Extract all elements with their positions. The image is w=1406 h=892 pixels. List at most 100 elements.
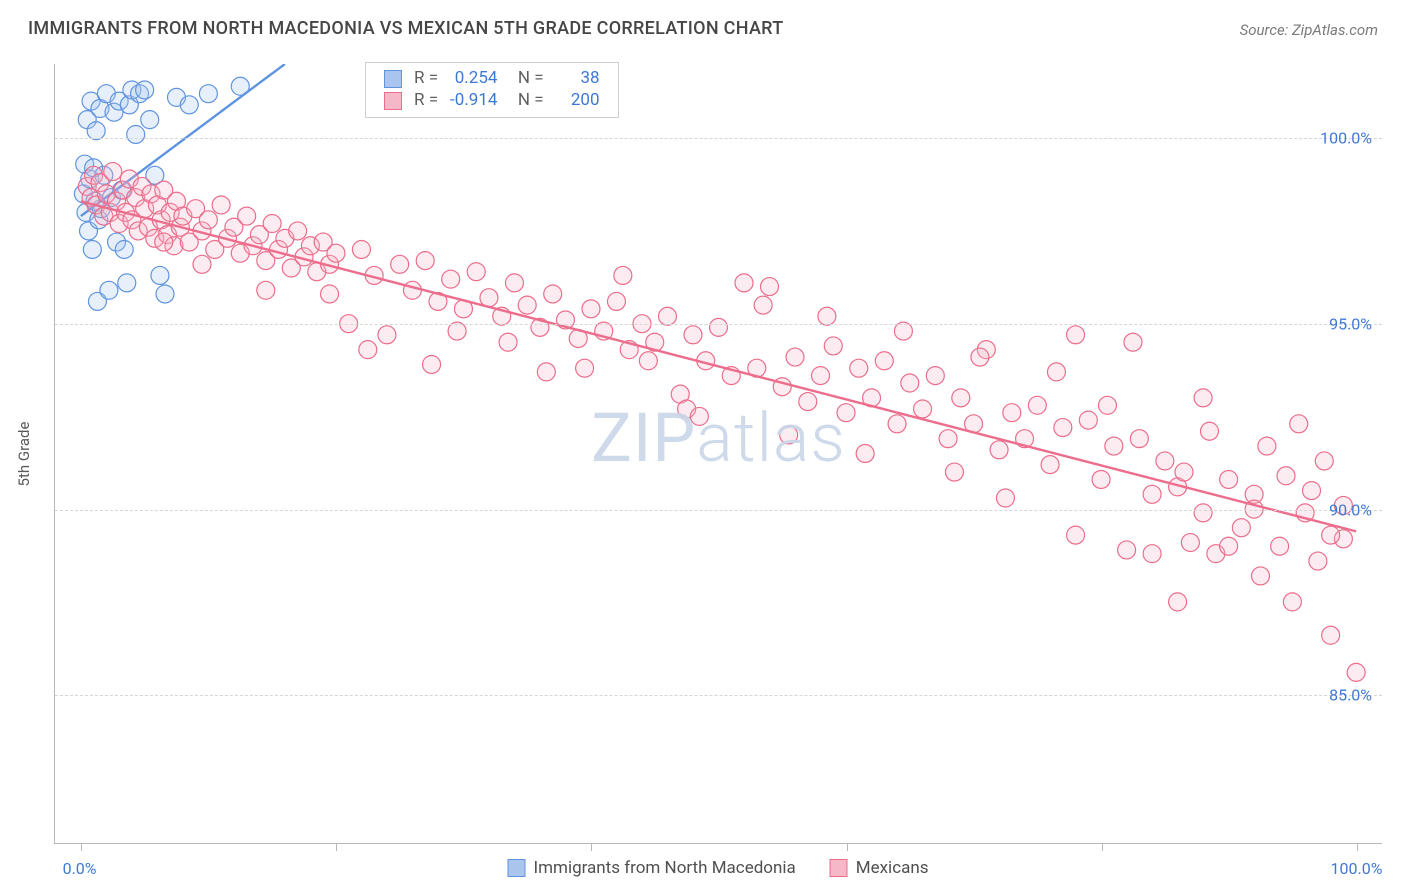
scatter-point <box>238 207 256 225</box>
scatter-point <box>639 352 657 370</box>
y-tick-label: 95.0% <box>1329 315 1372 334</box>
scatter-point <box>1156 452 1174 470</box>
scatter-point <box>180 96 198 114</box>
scatter-point <box>199 211 217 229</box>
scatter-point <box>1047 363 1065 381</box>
scatter-svg <box>55 64 1382 843</box>
scatter-point <box>1169 593 1187 611</box>
x-tick-label: 0.0% <box>63 859 97 878</box>
scatter-point <box>193 255 211 273</box>
scatter-point <box>1175 463 1193 481</box>
scatter-point <box>1252 567 1270 585</box>
scatter-point <box>127 125 145 143</box>
stat-n-value: 38 <box>550 67 606 89</box>
y-tick-label: 100.0% <box>1320 129 1372 148</box>
x-tick <box>591 843 592 851</box>
scatter-point <box>403 281 421 299</box>
gridline-h <box>55 138 1382 139</box>
scatter-point <box>1290 415 1308 433</box>
gridline-h <box>55 510 1382 511</box>
scatter-point <box>990 441 1008 459</box>
legend-item: Immigrants from North Macedonia <box>508 858 796 878</box>
legend-swatch <box>384 92 402 110</box>
scatter-point <box>156 285 174 303</box>
scatter-point <box>321 285 339 303</box>
scatter-point <box>1258 437 1276 455</box>
scatter-point <box>480 289 498 307</box>
scatter-point <box>582 300 600 318</box>
scatter-point <box>1054 419 1072 437</box>
scatter-point <box>996 489 1014 507</box>
scatter-point <box>257 281 275 299</box>
scatter-point <box>1041 456 1059 474</box>
gridline-h <box>55 695 1382 696</box>
scatter-point <box>1220 470 1238 488</box>
scatter-point <box>289 222 307 240</box>
stat-r-value: 0.254 <box>444 67 503 89</box>
scatter-point <box>1130 430 1148 448</box>
scatter-point <box>104 163 122 181</box>
scatter-point <box>212 196 230 214</box>
scatter-point <box>1315 452 1333 470</box>
stat-r-value: -0.914 <box>444 89 503 111</box>
stat-r-label: R = <box>408 67 444 89</box>
scatter-point <box>945 463 963 481</box>
scatter-point <box>1322 526 1340 544</box>
scatter-point <box>1194 389 1212 407</box>
scatter-point <box>505 274 523 292</box>
legend-swatch <box>830 859 848 877</box>
scatter-point <box>1143 485 1161 503</box>
scatter-point <box>467 263 485 281</box>
chart-title: IMMIGRANTS FROM NORTH MACEDONIA VS MEXIC… <box>28 18 783 39</box>
scatter-point <box>735 274 753 292</box>
scatter-point <box>1200 422 1218 440</box>
legend-swatch <box>384 70 402 88</box>
scatter-point <box>499 333 517 351</box>
scatter-point <box>1118 541 1136 559</box>
scatter-point <box>1181 534 1199 552</box>
scatter-point <box>1067 526 1085 544</box>
legend-label: Immigrants from North Macedonia <box>534 858 796 878</box>
scatter-point <box>754 296 772 314</box>
scatter-point <box>1067 326 1085 344</box>
legend-item: Mexicans <box>830 858 929 878</box>
x-tick <box>1102 843 1103 851</box>
scatter-point <box>83 240 101 258</box>
scatter-point <box>856 445 874 463</box>
scatter-point <box>1271 537 1289 555</box>
scatter-point <box>690 407 708 425</box>
scatter-point <box>614 266 632 284</box>
scatter-point <box>518 296 536 314</box>
scatter-point <box>1092 470 1110 488</box>
scatter-point <box>710 318 728 336</box>
scatter-point <box>1283 593 1301 611</box>
scatter-point <box>607 292 625 310</box>
scatter-point <box>1028 396 1046 414</box>
scatter-point <box>1322 626 1340 644</box>
scatter-point <box>155 233 173 251</box>
scatter-point <box>151 266 169 284</box>
legend-label: Mexicans <box>856 858 929 878</box>
scatter-point <box>1309 552 1327 570</box>
scatter-point <box>837 404 855 422</box>
y-axis-label: 5th Grade <box>15 422 33 487</box>
scatter-point <box>971 348 989 366</box>
stat-n-label: N = <box>503 89 549 111</box>
scatter-point <box>818 307 836 325</box>
scatter-point <box>1003 404 1021 422</box>
scatter-point <box>115 240 133 258</box>
scatter-point <box>1303 482 1321 500</box>
scatter-point <box>118 274 136 292</box>
x-tick <box>847 843 848 851</box>
x-tick-label: 100.0% <box>1331 859 1383 878</box>
source-label: Source: ZipAtlas.com <box>1240 21 1378 39</box>
stat-n-label: N = <box>503 67 549 89</box>
scatter-point <box>939 430 957 448</box>
scatter-point <box>1124 333 1142 351</box>
scatter-point <box>87 122 105 140</box>
stat-r-label: R = <box>408 89 444 111</box>
scatter-point <box>544 285 562 303</box>
x-tick <box>81 843 82 851</box>
y-tick-label: 85.0% <box>1329 686 1372 705</box>
scatter-point <box>659 307 677 325</box>
